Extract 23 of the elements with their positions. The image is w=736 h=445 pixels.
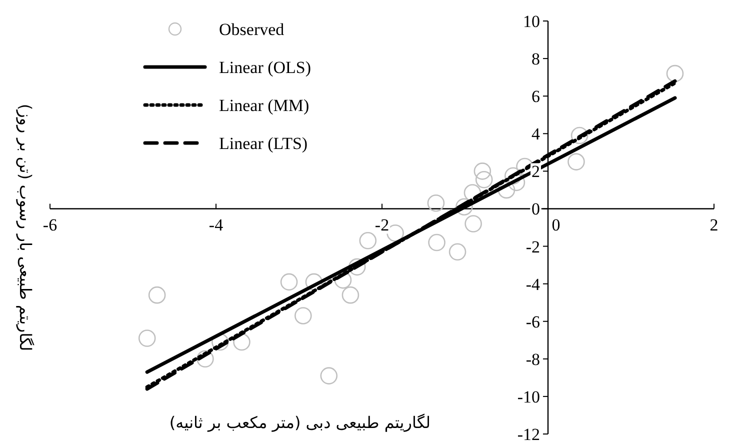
y-tick-label: -10	[517, 387, 540, 406]
x-tick-label: -6	[42, 216, 58, 235]
legend-label: Linear (LTS)	[219, 134, 308, 153]
y-tick-label: 10	[523, 12, 540, 31]
y-tick-label: 8	[532, 50, 540, 69]
x-axis-title: لگاریتم طبیعی دبی (متر مکعب بر ثانیه)	[169, 413, 431, 432]
y-axis-title: لگاریتم طبیعی بار رسوب (تن بر روز)	[16, 104, 35, 352]
x-tick-label: 0	[552, 216, 560, 235]
y-tick-label: 6	[532, 87, 540, 106]
y-tick-label: -2	[526, 237, 540, 256]
legend-label: Observed	[219, 20, 285, 39]
x-tick-label: -2	[374, 216, 390, 235]
y-tick-label: 4	[532, 124, 540, 144]
x-tick-label: 2	[710, 216, 718, 235]
legend-label: Linear (OLS)	[219, 58, 312, 77]
y-tick-label: -6	[526, 312, 540, 332]
y-tick-label: 2	[532, 162, 540, 182]
x-tick-label: -4	[208, 216, 224, 235]
legend-label: Linear (MM)	[219, 96, 310, 115]
y-tick-label: -12	[517, 425, 540, 444]
y-tick-label: -4	[526, 274, 540, 294]
y-tick-label: 0	[532, 200, 540, 219]
y-tick-label: -8	[526, 350, 540, 369]
